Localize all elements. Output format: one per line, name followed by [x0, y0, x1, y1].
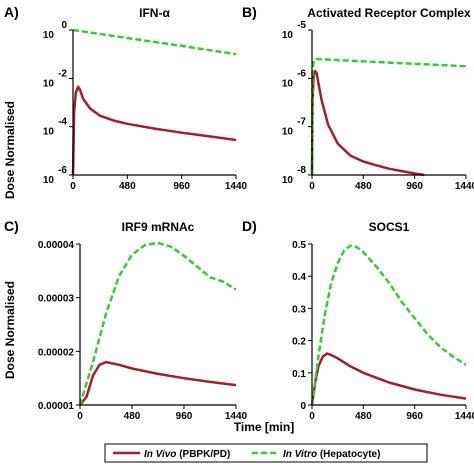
panel-b-x-tick-label: 480	[355, 181, 372, 192]
panel-c-y-tick-label: 0.00004	[38, 240, 75, 251]
panel-c-y-tick-label: 0.00003	[38, 294, 75, 305]
panel-d-letter: D)	[242, 218, 257, 234]
panel-c-series-in-vivo-line	[79, 360, 237, 406]
panel-d-y-tick-label: 0.4	[292, 272, 306, 283]
panel-b-y-tick-label: 10	[282, 175, 294, 186]
legend-label-in-vitro: In Vitro (Hepatocyte)	[283, 449, 380, 460]
panel-b-y-tick-label: 10	[282, 127, 294, 138]
panel-a-x-tick-label: 0	[70, 181, 76, 192]
panel-c: C) IRF9 mRNAc 0 480 960 1440 0.00001 0.00002 0.0…	[4, 218, 248, 422]
panel-d-x-tick-label: 480	[355, 411, 372, 422]
panel-d-x-tick-label: 960	[406, 411, 423, 422]
panel-b-y-tick-label: 10	[282, 30, 294, 41]
panel-b-series-in-vitro-line	[310, 57, 467, 176]
legend-label-in-vitro-rest: (Hepatocyte)	[317, 449, 380, 460]
panel-d-y-tick-label: 0	[300, 401, 306, 412]
panel-a-y-tick-exponent: -4	[58, 117, 67, 128]
panel-b-letter: B)	[242, 4, 257, 20]
panel-b-y-tick-exponent: -8	[297, 165, 306, 176]
panel-b-series-in-vivo-line	[310, 69, 425, 177]
panel-a-series-in-vitro-line	[72, 28, 237, 56]
panel-c-x-tick-label: 480	[124, 411, 141, 422]
panel-a-y-tick-label: 10	[43, 78, 55, 89]
panel-a-y-tick-label: 10	[43, 127, 55, 138]
panel-b-y-tick-exponent: -7	[297, 117, 306, 128]
panel-b-y-tick-exponent: -6	[297, 68, 306, 79]
panel-b-x-tick-label: 0	[309, 181, 315, 192]
panel-d-series-in-vivo-line	[310, 352, 467, 406]
panel-a-title: IFN-α	[139, 6, 170, 20]
panel-a-x-tick-label: 480	[119, 181, 136, 192]
panel-c-letter: C)	[4, 218, 19, 234]
panel-b-y-tick-exponent: -5	[297, 20, 306, 31]
panel-d-y-tick-label: 0.3	[292, 304, 306, 315]
x-axis-label: Time [min]	[234, 420, 294, 434]
panel-d: D) SOCS1 0 480 960 1440 0 0.1 0.2 0.3 0.4 0.5	[242, 218, 474, 422]
legend-label-in-vivo-rest: (PBPK/PD)	[176, 449, 230, 460]
legend: In Vivo (PBPK/PD) In Vitro (Hepatocyte)	[104, 443, 428, 463]
panel-a-y-tick-exponent: -6	[58, 165, 67, 176]
panel-a-x-tick-label: 960	[173, 181, 190, 192]
panel-a-y-tick-label: 10	[43, 175, 55, 186]
panel-b-y-tick-label: 10	[282, 78, 294, 89]
legend-label-in-vitro-italic: In Vitro	[283, 449, 317, 460]
panel-a-x-tick-label: 1440	[225, 181, 248, 192]
y-axis-label-top: Dose Normalised	[3, 101, 17, 199]
y-axis-label-bottom: Dose Normalised	[3, 281, 17, 379]
panel-c-x-tick-label: 0	[77, 411, 83, 422]
panel-b-x-tick-label: 1440	[455, 181, 474, 192]
panel-b-title: Activated Receptor Complex	[307, 6, 471, 20]
panel-a-y-tick-exponent: -2	[58, 68, 67, 79]
panel-d-series-in-vitro-line	[310, 244, 467, 406]
panel-c-series-in-vitro-line	[78, 241, 237, 406]
panel-d-y-tick-label: 0.1	[292, 369, 306, 380]
panel-d-title: SOCS1	[369, 220, 410, 234]
panel-c-y-tick-label: 0.00001	[38, 401, 75, 412]
panel-d-x-tick-label: 0	[309, 411, 315, 422]
panel-d-y-tick-label: 0.5	[292, 240, 306, 251]
panel-c-x-tick-label: 960	[176, 411, 193, 422]
panel-c-title: IRF9 mRNAc	[122, 220, 195, 234]
panel-a-series-in-vivo-line	[71, 85, 237, 176]
panel-c-x-tick-label: 1440	[225, 411, 248, 422]
panel-d-y-tick-label: 0.2	[292, 337, 306, 348]
legend-label-in-vivo: In Vivo (PBPK/PD)	[144, 449, 230, 460]
panel-b-x-tick-label: 960	[406, 181, 423, 192]
panel-a-letter: A)	[4, 4, 19, 20]
panel-b: B) Activated Receptor Complex 0 480 960 1440 1…	[242, 4, 474, 192]
panel-c-y-tick-label: 0.00002	[38, 347, 75, 358]
panel-d-x-tick-label: 1440	[455, 411, 474, 422]
legend-label-in-vivo-italic: In Vivo	[144, 449, 176, 460]
panel-a-y-tick-label: 10	[43, 30, 55, 41]
panel-a-y-tick-exponent: 0	[61, 20, 67, 31]
